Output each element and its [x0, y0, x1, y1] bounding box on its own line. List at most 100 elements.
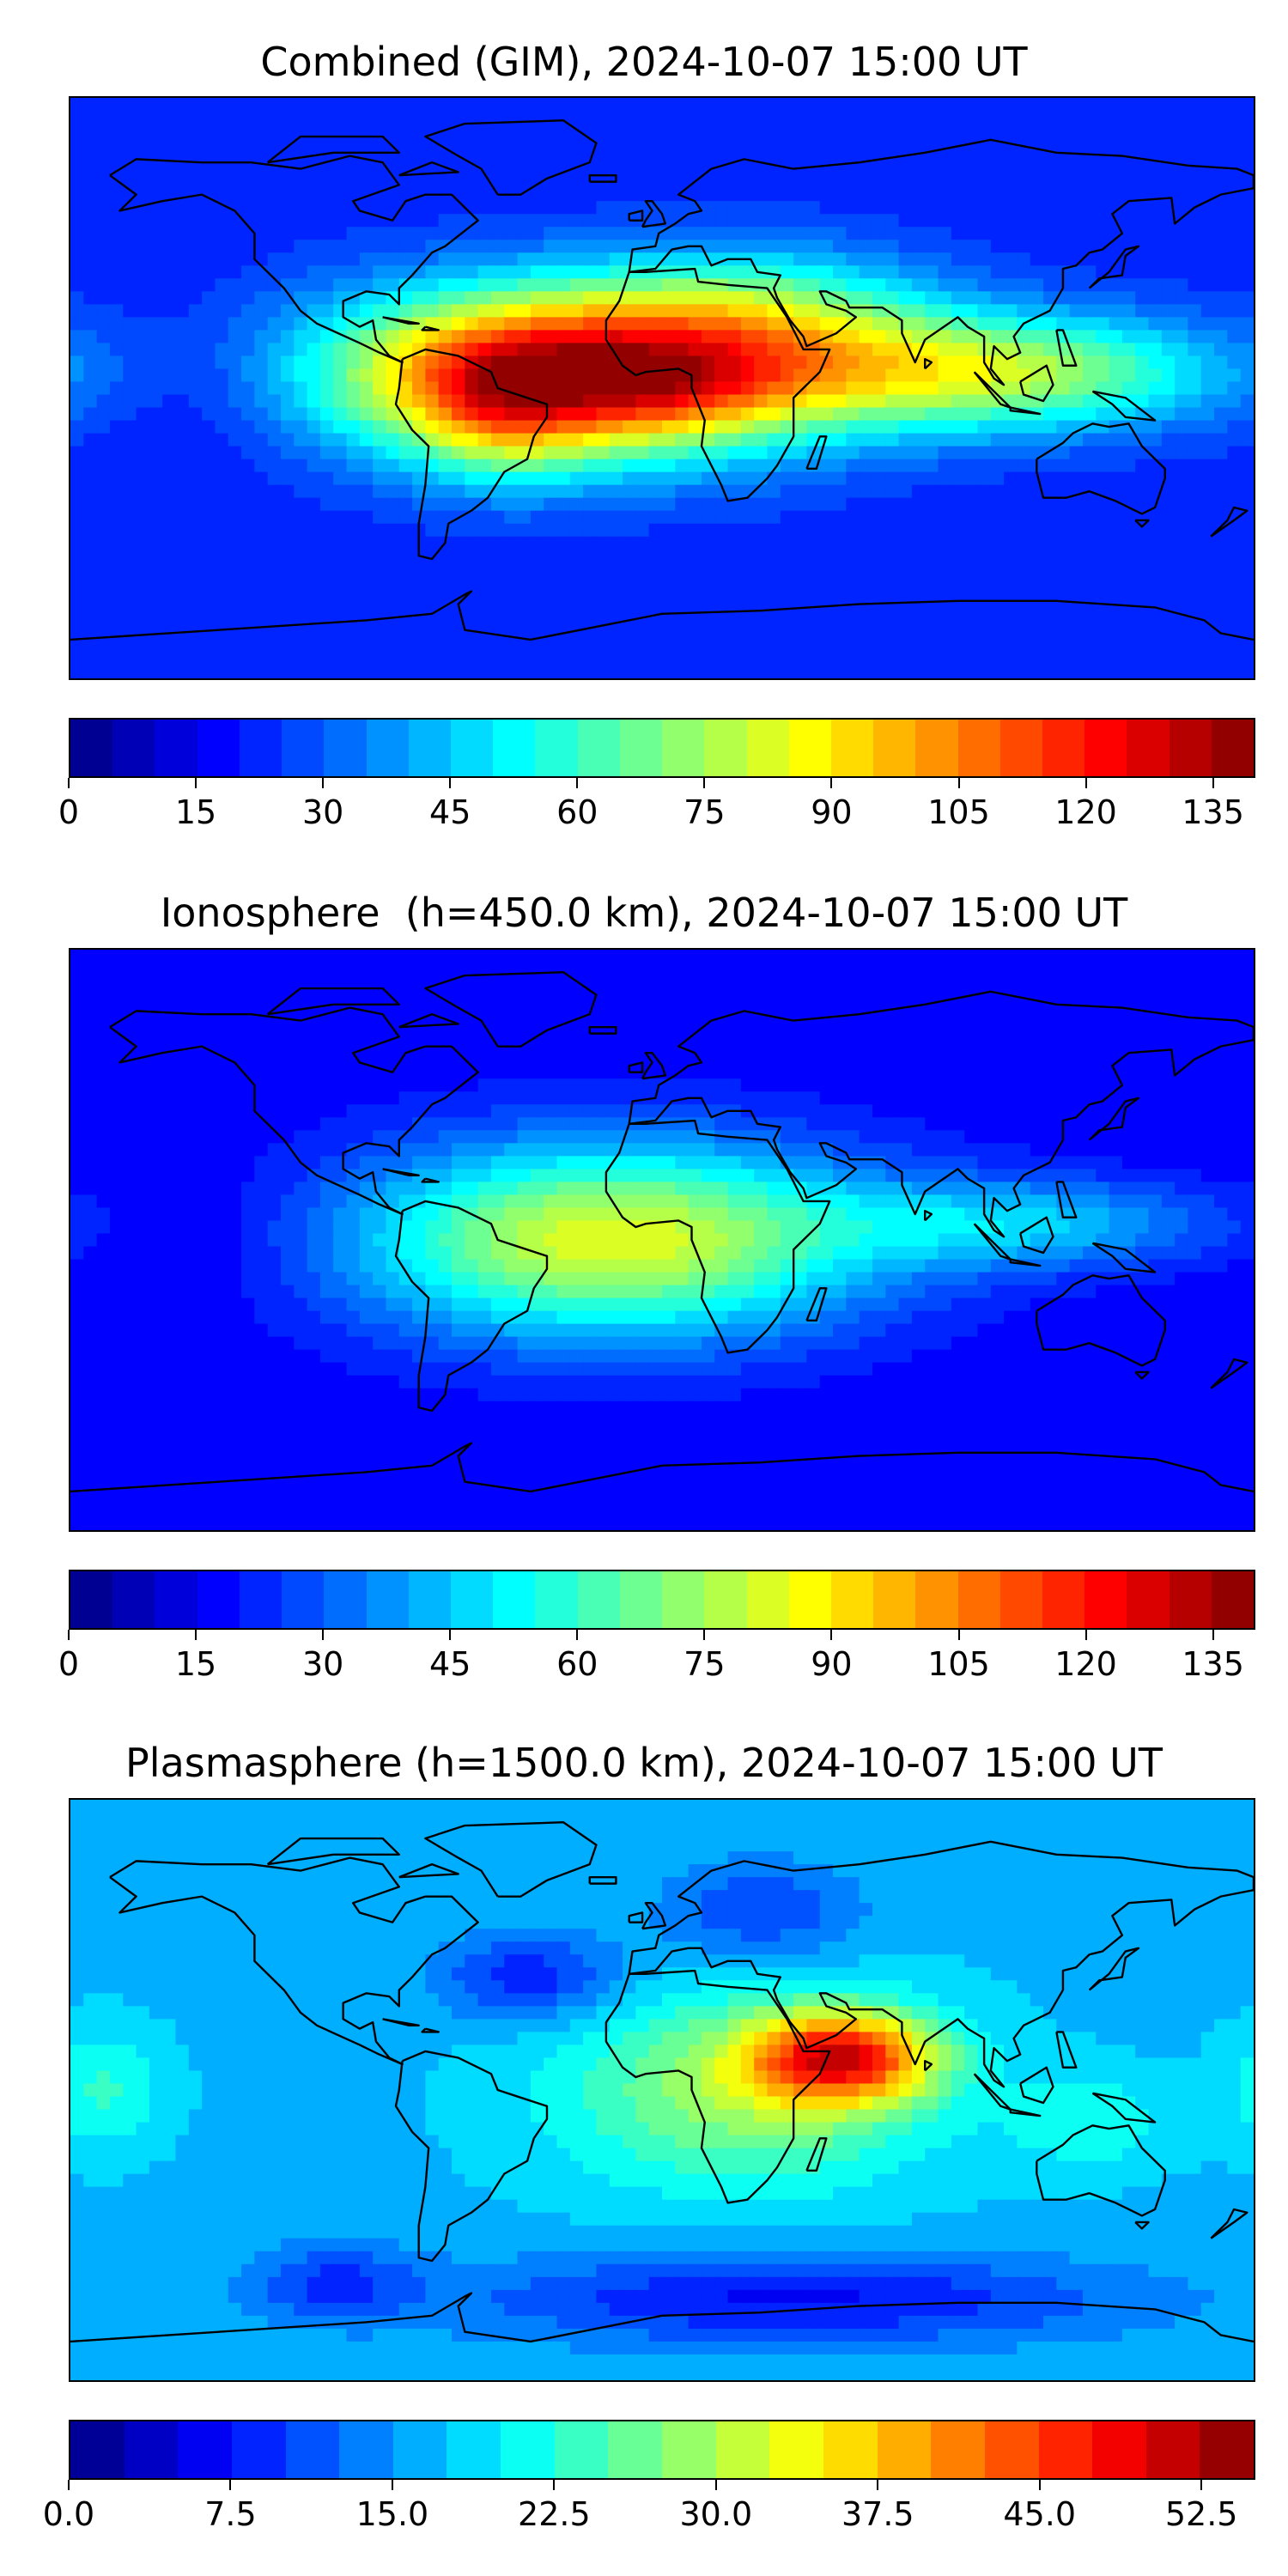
heatmap-cell	[412, 355, 427, 370]
colorbar-segment	[1084, 720, 1127, 776]
heatmap-cell	[149, 381, 163, 396]
heatmap-cell	[1121, 343, 1136, 357]
heatmap-cell	[1096, 291, 1110, 306]
heatmap-cell	[280, 975, 295, 989]
heatmap-cell	[398, 265, 413, 280]
heatmap-cell	[215, 963, 229, 976]
heatmap-cell	[569, 175, 584, 189]
heatmap-cell	[675, 124, 690, 137]
heatmap-cell	[333, 111, 348, 125]
heatmap-cell	[70, 652, 85, 666]
heatmap-cell	[373, 510, 387, 525]
heatmap-cell	[609, 355, 623, 370]
heatmap-cell	[544, 484, 558, 499]
heatmap-cell	[136, 227, 150, 241]
heatmap-cell	[1175, 459, 1189, 473]
heatmap-cell	[136, 963, 150, 976]
heatmap-cell	[806, 407, 821, 422]
heatmap-cell	[623, 1040, 637, 1054]
heatmap-cell	[294, 137, 308, 150]
heatmap-cell	[1214, 1001, 1229, 1015]
heatmap-cell	[373, 536, 387, 550]
heatmap-cell	[819, 988, 834, 1002]
heatmap-cell	[202, 330, 216, 344]
heatmap-cell	[846, 214, 860, 228]
heatmap-cell	[267, 459, 282, 473]
heatmap-cell	[1030, 950, 1044, 963]
heatmap-cell	[517, 574, 532, 589]
heatmap-cell	[465, 484, 479, 499]
heatmap-cell	[162, 549, 177, 563]
heatmap-cell	[1240, 149, 1254, 163]
heatmap-cell	[1096, 1053, 1110, 1066]
heatmap-cell	[202, 304, 216, 319]
heatmap-cell	[662, 162, 677, 176]
heatmap-cell	[569, 1001, 584, 1015]
heatmap-cell	[1004, 227, 1018, 241]
heatmap-cell	[767, 626, 781, 641]
heatmap-cell	[1227, 265, 1242, 280]
heatmap-cell	[294, 459, 308, 473]
heatmap-cell	[123, 975, 137, 989]
heatmap-cell	[990, 265, 1005, 280]
heatmap-cell	[898, 162, 913, 176]
coastline	[382, 316, 420, 325]
heatmap-cell	[556, 1053, 571, 1066]
heatmap-cell	[780, 201, 794, 215]
heatmap-cell	[662, 420, 677, 434]
heatmap-cell	[83, 330, 98, 344]
colorbar-segment	[239, 720, 283, 776]
heatmap-cell	[701, 330, 716, 344]
heatmap-cell	[977, 433, 992, 447]
heatmap-cell	[1121, 304, 1136, 319]
heatmap-cell	[504, 394, 519, 409]
heatmap-cell	[1096, 355, 1110, 370]
heatmap-cell	[859, 1014, 873, 1028]
heatmap-cell	[544, 587, 558, 602]
heatmap-cell	[386, 484, 400, 499]
heatmap-cell	[188, 394, 203, 409]
heatmap-cell	[465, 381, 479, 396]
heatmap-cell	[1227, 1027, 1242, 1041]
heatmap-cell	[544, 355, 558, 370]
heatmap-cell	[346, 626, 361, 641]
heatmap-cell	[530, 587, 544, 602]
heatmap-cell	[530, 1066, 544, 1080]
heatmap-cell	[96, 240, 111, 254]
heatmap-cell	[504, 330, 519, 344]
heatmap-cell	[1096, 963, 1110, 976]
heatmap-cell	[1135, 446, 1150, 460]
heatmap-cell	[1030, 98, 1044, 112]
heatmap-cell	[806, 330, 821, 344]
heatmap-cell	[964, 407, 979, 422]
heatmap-cell	[951, 291, 965, 306]
heatmap-cell	[123, 124, 137, 137]
heatmap-cell	[1082, 471, 1097, 486]
heatmap-cell	[346, 574, 361, 589]
heatmap-cell	[438, 111, 453, 125]
heatmap-cell	[727, 317, 742, 331]
heatmap-cell	[727, 149, 742, 163]
heatmap-cell	[346, 394, 361, 409]
heatmap-cell	[714, 613, 729, 628]
heatmap-cell	[938, 459, 952, 473]
heatmap-cell	[202, 98, 216, 112]
heatmap-cell	[96, 549, 111, 563]
heatmap-cell	[109, 459, 125, 473]
heatmap-cell	[1135, 137, 1150, 150]
heatmap-cell	[833, 484, 848, 499]
heatmap-cell	[1069, 162, 1084, 176]
heatmap-cell	[754, 252, 769, 267]
heatmap-cell	[373, 626, 387, 641]
heatmap-cell	[819, 484, 834, 499]
heatmap-cell	[1200, 1027, 1215, 1041]
heatmap-cell	[872, 549, 887, 563]
heatmap-cell	[925, 188, 939, 202]
heatmap-cell	[754, 988, 769, 1002]
heatmap-cell	[504, 665, 519, 678]
heatmap-cell	[1017, 330, 1031, 344]
heatmap-cell	[938, 523, 952, 538]
heatmap-cell	[490, 355, 506, 370]
heatmap-cell	[1096, 613, 1110, 628]
heatmap-cell	[96, 471, 111, 486]
